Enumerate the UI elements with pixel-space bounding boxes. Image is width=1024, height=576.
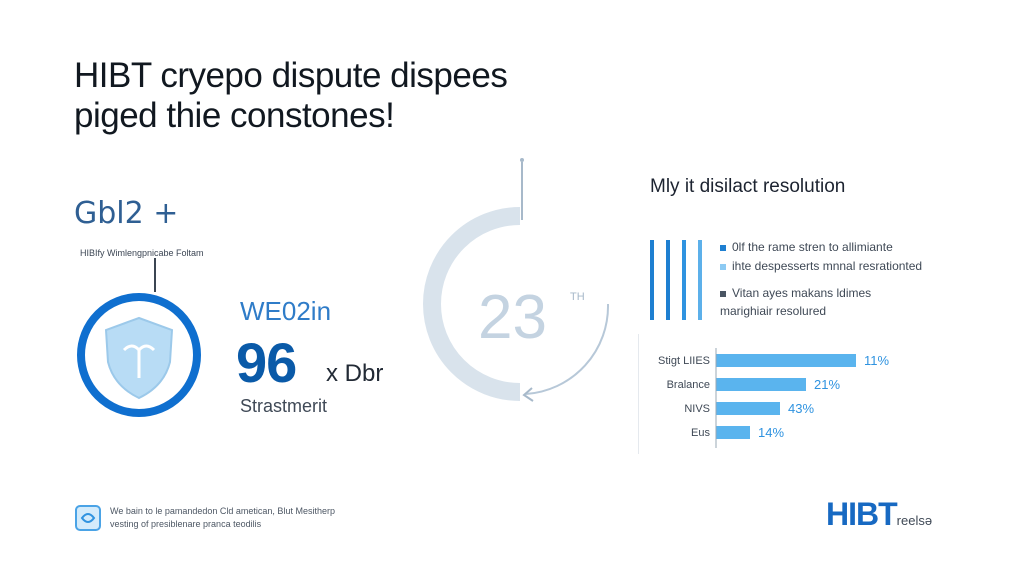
gauge-suffix: TH bbox=[570, 291, 585, 303]
legend-swatch bbox=[720, 244, 726, 251]
legend-text: marighiair resolured bbox=[720, 304, 827, 318]
value-label: 43% bbox=[788, 401, 814, 416]
stat-label: WE02in bbox=[240, 296, 332, 326]
progress-gauge: 23 TH bbox=[423, 158, 610, 402]
logo-subtitle: HIBIfy Wimlengpnicabe Foltam bbox=[80, 248, 204, 258]
horizontal-bar-chart: Stigt LIIES 11% Bralance 21% NIVS 43% Eus 14% bbox=[658, 348, 889, 448]
legend-swatch bbox=[720, 290, 726, 297]
category-label: Eus bbox=[691, 427, 710, 439]
shield-check-icon bbox=[75, 505, 101, 531]
legend-text: 0lf the rame stren to allimiante bbox=[732, 240, 893, 254]
connector-line bbox=[154, 258, 156, 292]
value-label: 11% bbox=[864, 353, 889, 368]
legend-item: Vitan ayes makans ldimes bbox=[720, 286, 871, 300]
stat-unit: x Dbr bbox=[326, 360, 384, 387]
title-line-2: piged thie constones! bbox=[74, 96, 395, 135]
logo: Gbl2 + bbox=[74, 196, 178, 231]
divider bbox=[638, 334, 639, 454]
legend-swatch bbox=[720, 263, 726, 270]
bar bbox=[716, 426, 750, 439]
vertical-bar bbox=[698, 240, 702, 320]
panel-title: Mly it disilact resolution bbox=[650, 176, 846, 197]
stat-footnote: Strastmerit bbox=[240, 396, 328, 416]
category-label: NIVS bbox=[684, 403, 710, 415]
bar bbox=[716, 354, 856, 367]
footer-text: We bain to le pamandedon Cld ametican, B… bbox=[110, 505, 410, 531]
bar bbox=[716, 378, 806, 391]
value-label: 21% bbox=[814, 377, 840, 392]
category-label: Bralance bbox=[667, 379, 710, 391]
gauge-value: 23 bbox=[478, 283, 547, 352]
bar bbox=[716, 402, 780, 415]
shield-icon bbox=[77, 293, 201, 417]
category-label: Stigt LIIES bbox=[658, 355, 710, 367]
vertical-bar bbox=[650, 240, 654, 320]
brand-logo: HIBTreelsə bbox=[826, 496, 932, 533]
title-line-1: HIBT cryepo dispute dispees bbox=[74, 56, 508, 95]
brand-tail: reelsə bbox=[896, 513, 933, 528]
legend-item: ihte despesserts mnnal resrationted bbox=[720, 259, 922, 273]
page-title: HIBT cryepo dispute dispees piged thie c… bbox=[74, 56, 508, 136]
legend-text: Vitan ayes makans ldimes bbox=[732, 286, 872, 300]
legend-item: marighiair resolured bbox=[720, 304, 826, 318]
vertical-bar bbox=[682, 240, 686, 320]
logo-mark: Gbl2 + bbox=[74, 196, 179, 231]
value-label: 14% bbox=[758, 425, 784, 440]
legend-text: ihte despesserts mnnal resrationted bbox=[732, 259, 923, 273]
footer-line-2: vesting of presiblenare pranca teodilis bbox=[110, 519, 262, 529]
legend-item: 0lf the rame stren to allimiante bbox=[720, 240, 893, 254]
brand-main: HIBT bbox=[826, 496, 898, 532]
stat-value: 96 bbox=[236, 331, 297, 394]
vertical-bar bbox=[666, 240, 670, 320]
footer-line-1: We bain to le pamandedon Cld ametican, B… bbox=[110, 506, 335, 516]
